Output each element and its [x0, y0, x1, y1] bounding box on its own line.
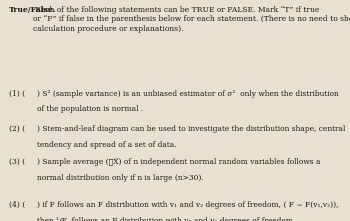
Text: (3) (: (3) ( [9, 158, 25, 166]
Text: tendency and spread of a set of data.: tendency and spread of a set of data. [37, 141, 176, 149]
Text: then ¹/F  follows an F distribution with v₂ and v₁ degrees of freedom: then ¹/F follows an F distribution with … [37, 217, 293, 221]
Text: ) Stem-and-leaf diagram can be used to investigate the distribution shape, centr: ) Stem-and-leaf diagram can be used to i… [37, 125, 345, 133]
Text: ) S² (sample variance) is an unbiased estimator of σ²  only when the distributio: ) S² (sample variance) is an unbiased es… [37, 90, 338, 97]
Text: (2) (: (2) ( [9, 125, 25, 133]
Text: (1) (: (1) ( [9, 90, 25, 97]
Text: True/False.: True/False. [9, 6, 56, 13]
Text: normal distribution only if n is large (n>30).: normal distribution only if n is large (… [37, 174, 203, 182]
Text: of the population is normal .: of the population is normal . [37, 105, 143, 113]
Text: (4) (: (4) ( [9, 201, 25, 209]
Text: ) Sample average (ᶋX̅) of n independent normal random variables follows a: ) Sample average (ᶋX̅) of n independent … [37, 158, 320, 166]
Text: Each of the following statements can be TRUE or FALSE. Mark “T” if true
or “F” i: Each of the following statements can be … [33, 6, 350, 33]
Text: ) if F follows an F distribution with v₁ and v₂ degrees of freedom, ( F ∼ F(v₁,v: ) if F follows an F distribution with v₁… [37, 201, 338, 209]
